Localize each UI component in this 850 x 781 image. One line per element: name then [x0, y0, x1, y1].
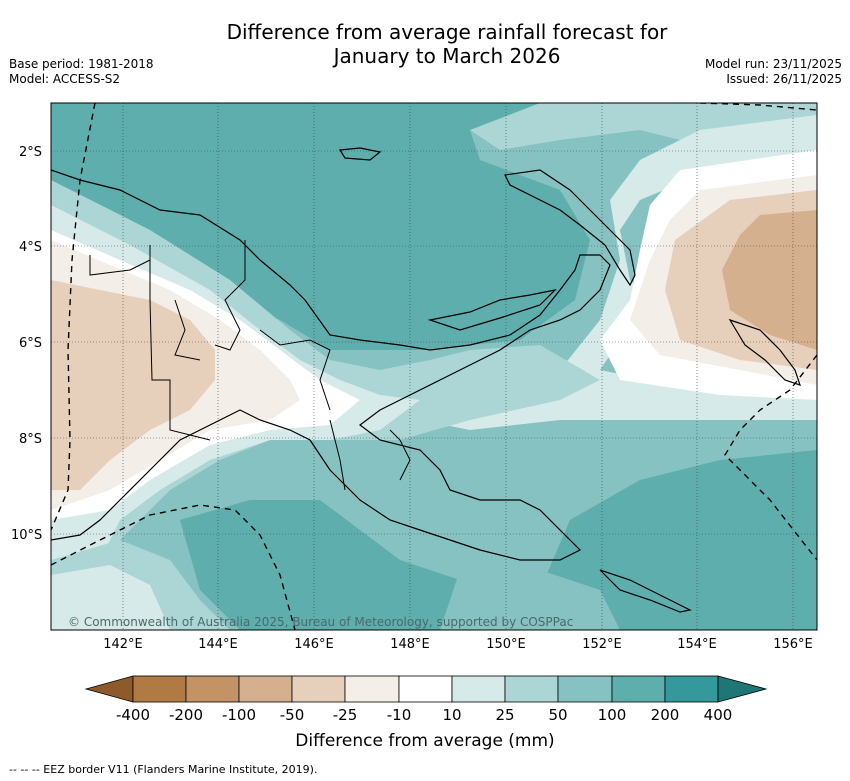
- lon-label: 154°E: [677, 637, 717, 652]
- colorbar-label: 50: [548, 706, 568, 724]
- colorbar-label: -200: [168, 706, 204, 724]
- title-line-2: January to March 2026: [333, 44, 561, 68]
- colorbar-label: 200: [650, 706, 680, 724]
- colorbar-swatch: [291, 675, 346, 703]
- latitude-labels: 2°S 4°S 6°S 8°S 10°S: [11, 145, 42, 543]
- southern-islands: [599, 569, 692, 613]
- colorbar-label: 400: [703, 706, 733, 724]
- coastlines: [51, 147, 801, 613]
- manus-island: [338, 147, 382, 161]
- eez-borders: [51, 103, 817, 630]
- lon-label: 144°E: [198, 637, 238, 652]
- colorbar: [84, 675, 768, 703]
- new-guinea-north-coast: [51, 169, 611, 561]
- longitude-labels: 142°E 144°E 146°E 148°E 150°E 152°E 154°…: [103, 637, 813, 652]
- colorbar-swatch: [398, 675, 453, 703]
- lon-label: 142°E: [103, 637, 143, 652]
- contour-10-25-south-west: [51, 565, 170, 630]
- run-info: Model run: 23/11/2025 Issued: 26/11/2025: [705, 57, 842, 87]
- colorbar-swatch-gt-400: [717, 675, 768, 703]
- issued-date: Issued: 26/11/2025: [726, 72, 842, 86]
- model-info: Base period: 1981-2018 Model: ACCESS-S2: [9, 57, 154, 87]
- map-title: Difference from average rainfall forecas…: [0, 20, 850, 68]
- lon-label: 152°E: [582, 637, 622, 652]
- colorbar-swatch: [611, 675, 666, 703]
- contour-50-100-south: [440, 570, 620, 630]
- colorbar-swatch: [344, 675, 400, 703]
- model-name: Model: ACCESS-S2: [9, 72, 121, 86]
- contour-minus50-west: [51, 280, 215, 490]
- bougainville-area: [728, 318, 801, 386]
- new-ireland: [427, 289, 557, 331]
- eez-legend-note: -- -- -- EEZ border V11 (Flanders Marine…: [9, 763, 318, 776]
- colorbar-swatch: [664, 675, 719, 703]
- base-period: Base period: 1981-2018: [9, 57, 154, 71]
- colorbar-label: -100: [221, 706, 257, 724]
- colorbar-swatch-lt-minus400: [84, 675, 134, 703]
- map-frame: [50, 102, 818, 631]
- lon-label: 156°E: [773, 637, 813, 652]
- colorbar-title: Difference from average (mm): [295, 731, 555, 751]
- colorbar-label: -10: [386, 706, 412, 724]
- contour-100-200-south: [180, 450, 817, 630]
- colorbar-swatch: [504, 675, 559, 703]
- colorbar-swatch: [238, 675, 293, 703]
- new-britain: [504, 169, 636, 287]
- colorbar-swatch: [451, 675, 506, 703]
- colorbar-label: -50: [279, 706, 305, 724]
- copyright-text: © Commonwealth of Australia 2025, Bureau…: [68, 615, 573, 629]
- lon-label: 146°E: [294, 637, 334, 652]
- lat-label: 6°S: [19, 336, 42, 351]
- model-run: Model run: 23/11/2025: [704, 57, 842, 71]
- colorbar-label: 25: [495, 706, 515, 724]
- lat-label: 2°S: [19, 145, 42, 160]
- lon-label: 148°E: [390, 637, 430, 652]
- title-line-1: Difference from average rainfall forecas…: [226, 20, 668, 44]
- lat-label: 4°S: [19, 240, 42, 255]
- lat-label: 8°S: [19, 432, 42, 447]
- colorbar-label: 100: [597, 706, 627, 724]
- colorbar-swatch: [132, 675, 187, 703]
- colorbar-swatch: [557, 675, 613, 703]
- lat-label: 10°S: [11, 528, 42, 543]
- colorbar-swatch: [185, 675, 240, 703]
- colorbar-label: -400: [115, 706, 151, 724]
- colorbar-label: -25: [332, 706, 358, 724]
- map-area: © Commonwealth of Australia 2025, Bureau…: [51, 103, 817, 630]
- lon-label: 150°E: [486, 637, 526, 652]
- contour-10-25-northeast: [420, 115, 817, 430]
- colorbar-label: 10: [442, 706, 462, 724]
- borders: [89, 240, 411, 491]
